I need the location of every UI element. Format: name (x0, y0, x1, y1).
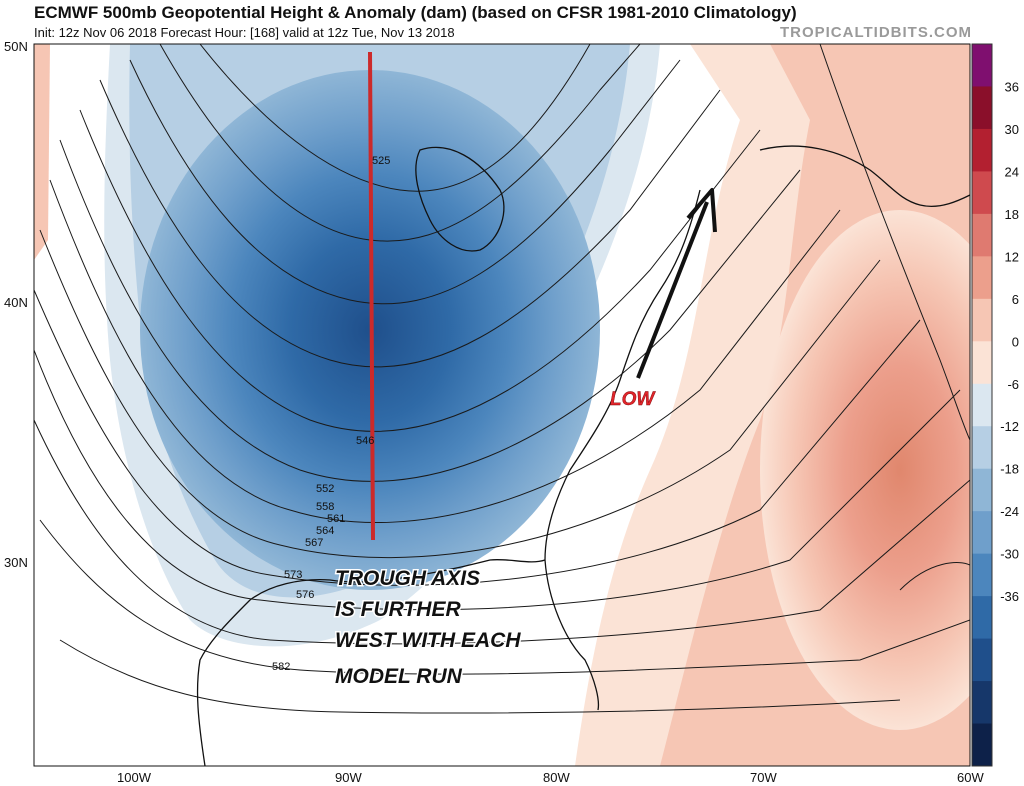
gulf-coast-line (196, 558, 546, 766)
colorbar-swatch (972, 596, 992, 640)
colorbar-tick-label: -12 (1000, 419, 1019, 434)
colorbar-tick-label: -18 (1000, 462, 1019, 477)
colorbar-swatch (972, 553, 992, 597)
trough-text-line: WEST WITH EACH (335, 629, 521, 652)
map-title: ECMWF 500mb Geopotential Height & Anomal… (34, 3, 797, 22)
colorbar-swatch (972, 341, 992, 385)
colorbar-swatch (972, 383, 992, 427)
colorbar-swatch (972, 723, 992, 767)
coastlines (196, 145, 970, 766)
longitude-axis: 100W 90W 80W 70W 60W (117, 770, 984, 785)
trough-axis-line (368, 51, 375, 541)
lon-label: 80W (543, 770, 570, 785)
maritimes-line (759, 145, 970, 207)
colorbar-swatch (972, 213, 992, 257)
contour-label: 552 (316, 483, 334, 495)
warm-anomaly-core (760, 210, 970, 730)
height-contours (34, 44, 970, 714)
colorbar-swatch (972, 86, 992, 130)
colorbar-swatch (972, 44, 992, 87)
colorbar-tick-label: 36 (1005, 79, 1019, 94)
trough-text-line: IS FURTHER (335, 598, 461, 621)
colorbar-swatch (972, 298, 992, 342)
lat-label: 50N (4, 39, 28, 54)
east-coast-line (544, 189, 701, 711)
colorbar-tick-label: 6 (1012, 292, 1019, 307)
contour-label: 561 (327, 513, 345, 525)
contour-label: 564 (316, 525, 334, 537)
latitude-axis: 50N 40N 30N (4, 39, 28, 570)
colorbar-tick-label: 0 (1012, 334, 1019, 349)
lat-label: 30N (4, 555, 28, 570)
warm-anomaly-west (34, 44, 50, 260)
colorbar-swatch (972, 638, 992, 682)
lon-label: 90W (335, 770, 362, 785)
colorbar-tick-label: 24 (1005, 164, 1019, 179)
colorbar-swatch (972, 468, 992, 512)
contour-label: 567 (305, 537, 323, 549)
colorbar-tick-label: -24 (1000, 504, 1019, 519)
contour-label: 525 (372, 155, 390, 167)
colorbar-swatch (972, 511, 992, 555)
colorbar-swatch (972, 171, 992, 215)
colorbar-swatch (972, 128, 992, 172)
colorbar-tick-label: 18 (1005, 207, 1019, 222)
contour-label: 546 (356, 435, 374, 447)
colorbar-tick-label: -30 (1000, 547, 1019, 562)
colorbar-frame (971, 43, 993, 767)
colorbar-tick-label: 30 (1005, 122, 1019, 137)
contour-labels: 525 546 552 558 561 564 567 573 576 582 (272, 155, 390, 673)
colorbar-tick-label: -6 (1007, 377, 1019, 392)
trough-text-line: MODEL RUN (335, 665, 463, 688)
trough-annotation: TROUGH AXIS IS FURTHER WEST WITH EACH MO… (334, 566, 523, 690)
great-lakes-line (415, 146, 505, 252)
contour-label: 558 (316, 501, 334, 513)
colorbar-ticks: 36 30 24 18 12 6 0 -6 -12 -18 -24 -30 -36 (1000, 79, 1019, 604)
contour-label: 573 (284, 569, 302, 581)
low-label: LOW (610, 389, 656, 410)
lon-label: 60W (957, 770, 984, 785)
colorbar-swatch (972, 681, 992, 725)
colorbar-tick-label: -36 (1000, 589, 1019, 604)
colorbar (971, 43, 993, 767)
lon-label: 70W (750, 770, 777, 785)
storm-track-arrow (636, 188, 717, 379)
lon-label: 100W (117, 770, 152, 785)
colorbar-tick-label: 12 (1005, 249, 1019, 264)
source-credit: TROPICALTIDBITS.COM (779, 24, 972, 41)
header: ECMWF 500mb Geopotential Height & Anomal… (0, 0, 1024, 44)
trough-text-line: TROUGH AXIS (335, 567, 480, 590)
colorbar-swatch (972, 256, 992, 300)
plot-area: 525 546 552 558 561 564 567 573 576 582 … (34, 44, 970, 766)
colorbar-swatch (972, 426, 992, 470)
lat-label: 40N (4, 295, 28, 310)
contour-label: 582 (272, 661, 290, 673)
plot-frame (33, 43, 971, 767)
map-subtitle: Init: 12z Nov 06 2018 Forecast Hour: [16… (34, 25, 455, 40)
contour-label: 576 (296, 589, 314, 601)
